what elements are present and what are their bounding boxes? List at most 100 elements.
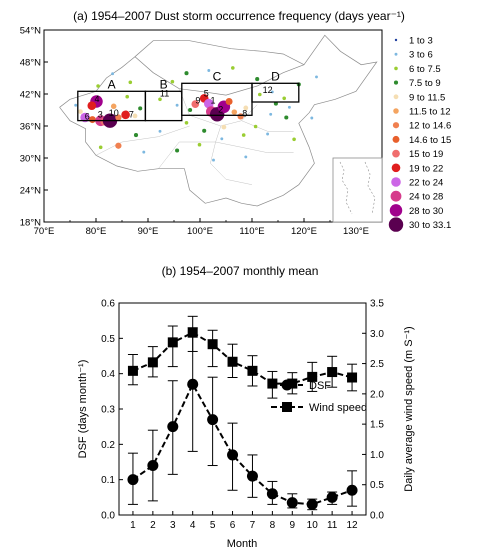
right-y-axis-label: Daily average wind speed (m S⁻¹)	[403, 326, 415, 491]
station-point	[266, 132, 270, 136]
station-number-label: 1	[210, 96, 215, 106]
station-point	[175, 103, 179, 107]
station-number-label: 8	[242, 108, 247, 118]
legend-label: 28 to 30	[409, 206, 443, 217]
left-y-tick-label: 0.5	[101, 334, 115, 345]
station-point	[88, 116, 96, 124]
legend-marker	[391, 177, 401, 187]
south-china-sea-inset	[332, 157, 383, 223]
map-y-tick-label: 18°N	[20, 218, 41, 229]
right-y-tick-label: 2.5	[370, 359, 384, 370]
x-tick-label: 2	[150, 520, 156, 531]
region-label: B	[160, 77, 168, 91]
Wind speed-marker	[187, 327, 198, 338]
right-y-tick-label: 3.5	[370, 299, 384, 310]
legend-label: 24 to 28	[409, 192, 443, 203]
station-point	[96, 84, 100, 88]
x-tick-label: 1	[130, 520, 136, 531]
region-box	[251, 82, 300, 103]
map-y-tick-label: 30°N	[20, 154, 41, 165]
region-label: D	[271, 69, 280, 83]
x-tick-label: 12	[346, 520, 358, 531]
map-y-tick-label: 54°N	[20, 26, 41, 37]
station-point	[132, 113, 138, 119]
province-border-line	[210, 125, 253, 185]
legend-marker	[390, 190, 402, 202]
station-point	[284, 115, 289, 120]
legend-marker	[393, 108, 399, 114]
map-y-tick-label: 36°N	[20, 122, 41, 133]
legend-marker	[393, 80, 399, 85]
legend-marker	[392, 135, 400, 143]
region-label: A	[108, 77, 116, 91]
legend-label: 7.5 to 9	[409, 78, 441, 89]
line-chart-title: (b) 1954–2007 monthly mean	[162, 264, 319, 278]
legend-marker	[281, 379, 293, 391]
Wind speed-marker	[147, 357, 158, 368]
station-number-label: 11	[160, 89, 169, 99]
DSF-marker	[346, 484, 358, 496]
Wind speed-marker	[327, 367, 338, 378]
DSF-marker	[207, 414, 219, 426]
DSF-marker	[266, 488, 278, 500]
DSF-marker	[286, 497, 298, 509]
legend-label: 1 to 3	[409, 36, 433, 47]
province-border-line	[241, 120, 294, 132]
station-labels: 46 3 10 711 59 12 812	[85, 85, 273, 122]
station-number-label: 7	[129, 110, 134, 120]
inset-dashed-line	[339, 161, 353, 215]
station-point	[184, 121, 189, 125]
legend-marker	[389, 204, 403, 217]
left-y-axis-label: DSF (days month⁻¹)	[77, 360, 89, 459]
legend-marker	[394, 38, 398, 42]
legend-label: 19 to 22	[409, 163, 443, 174]
station-point	[78, 109, 83, 114]
legend-label: 9 to 11.5	[409, 92, 445, 103]
left-y-tick-label: 0.4	[101, 369, 115, 380]
station-point	[225, 98, 233, 105]
x-tick-label: 6	[230, 520, 236, 531]
map-y-tick-label: 48°N	[20, 58, 41, 69]
legend-label: 22 to 24	[409, 178, 443, 189]
DSF-marker	[326, 491, 338, 503]
Wind speed-marker	[347, 372, 358, 383]
province-border-line	[158, 141, 294, 169]
station-point	[243, 105, 249, 111]
station-point	[158, 97, 162, 102]
station-point	[111, 72, 115, 76]
map-x-tick-label: 80°E	[86, 226, 107, 237]
station-point	[231, 66, 235, 70]
map-legend: 1 to 3 3 to 6 6 to 7.5 7.5 to 9 9 to 11.5 11.…	[388, 36, 451, 232]
DSF-marker	[167, 421, 179, 433]
station-point	[315, 75, 318, 79]
map-y-tick-label: 24°N	[20, 186, 41, 197]
station-number-label: 6	[85, 112, 90, 122]
Wind speed-marker	[267, 378, 278, 389]
station-number-label: 3	[98, 110, 103, 120]
station-point	[175, 148, 180, 153]
station-point	[231, 109, 238, 115]
Wind speed-marker	[207, 339, 218, 350]
inset-frame	[332, 157, 383, 223]
region-label: C	[213, 69, 222, 83]
DSF-marker	[306, 498, 318, 510]
x-axis-label: Month	[227, 538, 258, 550]
legend-label: 30 to 33.1	[409, 220, 451, 231]
station-number-label: 10	[109, 108, 119, 118]
right-y-tick-label: 1.5	[370, 420, 384, 431]
x-tick-label: 9	[290, 520, 296, 531]
DSF-marker	[187, 378, 199, 390]
DSF-marker	[227, 449, 239, 461]
left-y-tick-label: 0.1	[101, 475, 115, 486]
station-point	[220, 137, 224, 141]
station-number-label: 12	[263, 85, 273, 95]
x-tick-label: 10	[307, 520, 319, 531]
station-point	[80, 112, 90, 123]
Wind speed-marker	[247, 365, 258, 376]
DSF-marker	[147, 460, 159, 472]
legend-marker	[393, 94, 399, 100]
province-border-line	[95, 125, 190, 156]
x-tick-label: 8	[270, 520, 276, 531]
legend-label: DSF	[309, 380, 331, 392]
